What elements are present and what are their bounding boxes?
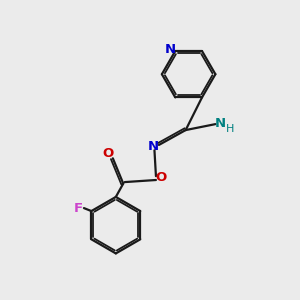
Text: H: H (226, 124, 234, 134)
Text: N: N (215, 117, 226, 130)
Text: N: N (164, 43, 175, 56)
Text: F: F (74, 202, 82, 214)
Text: O: O (156, 171, 167, 184)
Text: O: O (103, 147, 114, 160)
Text: N: N (148, 140, 159, 153)
